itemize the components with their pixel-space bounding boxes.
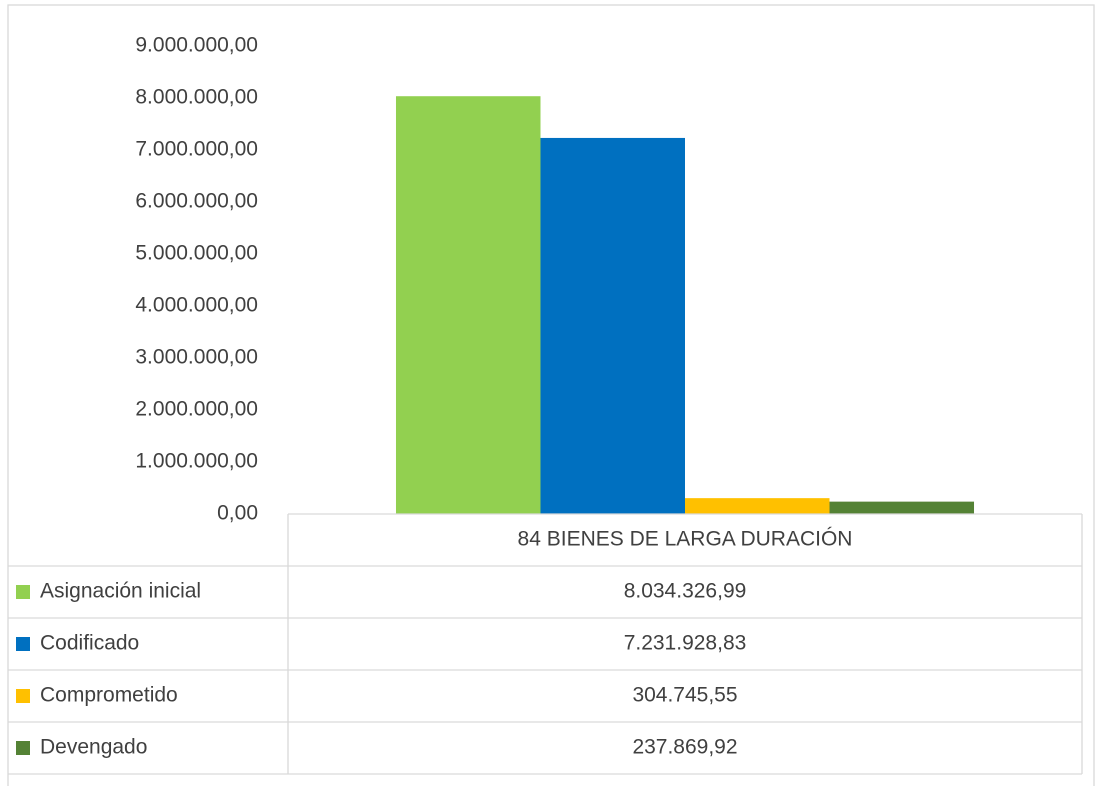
table-value: 237.869,92: [632, 736, 737, 759]
table-value: 8.034.326,99: [624, 580, 747, 603]
chart-frame: [7, 4, 1095, 786]
legend-label: Devengado: [40, 736, 147, 759]
y-tick-label: 1.000.000,00: [135, 450, 258, 473]
x-tick-label: 84 BIENES DE LARGA DURACIÓN: [518, 528, 853, 551]
bar: [540, 137, 685, 514]
y-tick-label: 9.000.000,00: [135, 34, 258, 57]
legend-label: Codificado: [40, 632, 139, 655]
y-tick-label: 2.000.000,00: [135, 398, 258, 421]
y-tick-label: 3.000.000,00: [135, 346, 258, 369]
bar: [395, 96, 541, 514]
bar: [685, 498, 830, 514]
legend-label: Comprometido: [40, 684, 178, 707]
y-tick-label: 0,00: [217, 502, 258, 525]
y-tick-label: 4.000.000,00: [135, 294, 258, 317]
table-value: 304.745,55: [632, 684, 737, 707]
legend-label: Asignación inicial: [40, 580, 201, 603]
legend-swatch: [16, 689, 30, 703]
y-tick-label: 5.000.000,00: [135, 242, 258, 265]
legend-swatch: [16, 741, 30, 755]
y-tick-label: 6.000.000,00: [135, 190, 258, 213]
bar: [829, 501, 975, 514]
legend-swatch: [16, 637, 30, 651]
legend-swatch: [16, 585, 30, 599]
y-tick-label: 8.000.000,00: [135, 86, 258, 109]
table-value: 7.231.928,83: [624, 632, 747, 655]
y-tick-label: 7.000.000,00: [135, 138, 258, 161]
